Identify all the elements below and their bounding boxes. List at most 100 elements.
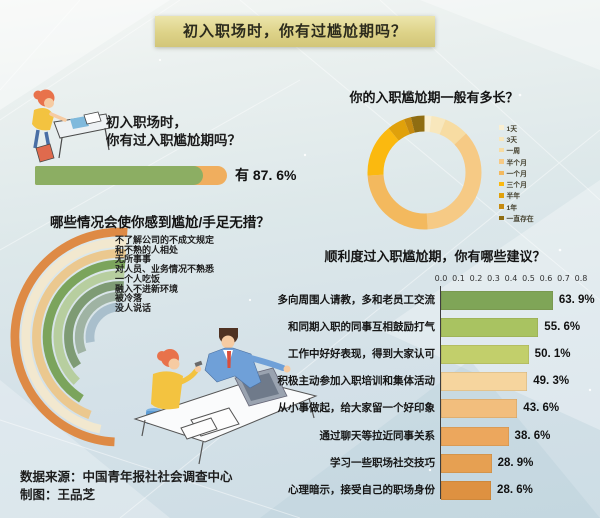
suggestion-value: 28. 9% bbox=[497, 456, 534, 469]
illustration-colleagues bbox=[133, 328, 318, 465]
radial-bar-label: 一个人吃饭 bbox=[115, 273, 161, 284]
donut-segment bbox=[367, 115, 482, 230]
legend-swatch bbox=[499, 204, 504, 209]
radial-bar-label: 没人说话 bbox=[115, 302, 152, 313]
legend-swatch bbox=[499, 215, 504, 221]
main-title: 初入职场时，你有过尴尬期吗？ bbox=[182, 23, 407, 40]
suggestion-label: 和同期入职的同事互相鼓励打气 bbox=[288, 321, 435, 334]
suggestion-value: 63. 9% bbox=[558, 294, 595, 306]
x-axis-tick: 0.2 bbox=[469, 274, 483, 283]
radial-bar-ring bbox=[32, 249, 127, 420]
suggestion-label: 多向周围人请教，多和老员工交流 bbox=[277, 294, 436, 306]
legend-item: 一周 bbox=[499, 145, 534, 156]
legend-label: 1年 bbox=[506, 204, 518, 212]
duration-legend: 1天 3天一周半个月一个月三个月半年 1年一直存在 bbox=[499, 122, 534, 224]
donut-segment bbox=[367, 115, 482, 230]
situations-label-list: 不了解公司的不成文规定 和不熟的人相处 无所事事 对人员、业务情况不熟悉 一个人吃饭 融入… bbox=[115, 235, 215, 314]
radial-bar-label: 融入不进新环境 bbox=[115, 283, 179, 294]
suggestion-bar bbox=[441, 345, 529, 365]
radial-bar-label: 不了解公司的不成文规定 bbox=[115, 235, 215, 245]
legend-label: 3天 bbox=[506, 136, 518, 144]
x-axis-tick: 0.0 bbox=[434, 274, 448, 283]
suggestion-bar bbox=[441, 453, 492, 473]
suggestion-value: 55. 6% bbox=[544, 321, 581, 334]
legend-item: 半年 bbox=[499, 190, 534, 201]
suggestion-label: 从小事做起，给大家留一个好印象 bbox=[277, 402, 436, 415]
radial-bar-label: 对人员、业务情况不熟悉 bbox=[115, 264, 215, 275]
entry-rate-value: 有 87. 6% bbox=[235, 167, 297, 183]
situations-title: 哪些情况会使你感到尴尬/手足无措？ bbox=[50, 215, 270, 230]
suggestions-bar-chart: 0.0 0.1 0.2 0.3 0.4 0.5 0.6 0.7 0.8 多向周围人请教，多和老员工… bbox=[167, 273, 597, 513]
legend-swatch bbox=[499, 125, 504, 130]
radial-bar-ring bbox=[42, 259, 126, 403]
credit-line: 制图：王品芝 bbox=[20, 487, 96, 502]
suggestion-bar bbox=[441, 291, 553, 310]
suggestion-value: 50. 1% bbox=[534, 348, 571, 361]
entry-question: 初入职场时， 你有过入职尴尬期吗？ bbox=[106, 114, 241, 150]
legend-item: 1天 bbox=[499, 122, 534, 133]
suggestion-value: 43. 6% bbox=[523, 402, 560, 415]
suggestions-title: 顺利度过入职尴尬期，你有哪些建议？ bbox=[324, 249, 546, 264]
suggestion-value: 38. 6% bbox=[514, 429, 551, 442]
source-line: 数据来源：中国青年报社社会调查中心 bbox=[20, 470, 233, 484]
suggestion-label: 通过聊天等拉近同事关系 bbox=[319, 429, 436, 442]
legend-item: 3天 bbox=[499, 133, 534, 144]
legend-label: 一周 bbox=[506, 148, 521, 156]
entry-rate-bar-fill bbox=[35, 166, 204, 185]
entry-question-line1: 初入职场时， bbox=[106, 115, 187, 130]
radial-bar-label: 无所事事 bbox=[115, 254, 152, 265]
radial-bar-ring bbox=[21, 238, 127, 434]
legend-item: 1年 bbox=[499, 201, 534, 212]
radial-bar-ring bbox=[10, 227, 128, 447]
entry-question-line2: 你有过入职尴尬期吗？ bbox=[106, 133, 241, 148]
radial-bar-ring bbox=[53, 270, 125, 385]
donut-segment bbox=[367, 115, 482, 230]
suggestion-value: 49. 3% bbox=[533, 375, 570, 388]
situations-radial-chart bbox=[10, 227, 128, 447]
suggestion-label: 心理暗示，接受自己的职场身份 bbox=[288, 483, 435, 496]
radial-bar-ring bbox=[85, 302, 123, 343]
duration-donut-chart bbox=[367, 115, 482, 230]
legend-label: 一个月 bbox=[506, 170, 527, 178]
suggestion-bar bbox=[441, 426, 509, 446]
suggestion-value: 28. 6% bbox=[497, 483, 533, 496]
suggestion-bar bbox=[441, 318, 539, 338]
radial-bar-label: 被冷落 bbox=[115, 293, 143, 304]
legend-swatch bbox=[499, 136, 504, 142]
x-axis-tick: 0.3 bbox=[487, 274, 500, 283]
legend-swatch bbox=[499, 159, 504, 164]
x-axis-tick: 0.6 bbox=[539, 274, 553, 283]
x-axis-tick: 0.8 bbox=[574, 274, 588, 283]
illustration-newcomer bbox=[32, 89, 111, 163]
x-axis-tick: 0.4 bbox=[504, 274, 518, 283]
x-axis-tick: 0.7 bbox=[557, 274, 570, 283]
suggestion-label: 积极主动参加入职培训和集体活动 bbox=[277, 375, 436, 388]
suggestion-label: 学习一些职场社交技巧 bbox=[330, 456, 435, 469]
legend-label: 三个月 bbox=[506, 182, 527, 190]
legend-swatch bbox=[499, 147, 504, 153]
legend-label: 1天 bbox=[506, 125, 518, 133]
suggestion-bar bbox=[441, 372, 528, 392]
x-axis-tick: 0.1 bbox=[452, 274, 465, 283]
x-axis-tick: 0.5 bbox=[522, 274, 535, 283]
legend-label: 半年 bbox=[506, 193, 521, 201]
suggestion-label: 工作中好好表现，得到大家认可 bbox=[288, 348, 435, 361]
legend-item: 三个月 bbox=[499, 178, 534, 189]
donut-segment bbox=[367, 115, 482, 230]
legend-swatch bbox=[499, 181, 504, 187]
radial-bar-ring bbox=[74, 291, 124, 354]
main-title-banner: 初入职场时，你有过尴尬期吗？ bbox=[155, 16, 435, 47]
radial-bar-ring bbox=[64, 281, 124, 369]
legend-swatch bbox=[499, 193, 504, 198]
legend-item: 一个月 bbox=[499, 167, 534, 178]
suggestion-bar bbox=[441, 480, 492, 500]
radial-bar-label: 和不熟的人相处 bbox=[115, 244, 179, 255]
legend-label: 一直存在 bbox=[506, 216, 534, 224]
source-credits: 数据来源：中国青年报社社会调查中心 制图：王品芝 bbox=[20, 469, 233, 504]
legend-label: 半个月 bbox=[506, 159, 527, 167]
duration-title: 你的入职尴尬期一般有多长？ bbox=[349, 90, 519, 105]
legend-swatch bbox=[499, 170, 504, 176]
entry-rate-bar bbox=[35, 166, 227, 185]
